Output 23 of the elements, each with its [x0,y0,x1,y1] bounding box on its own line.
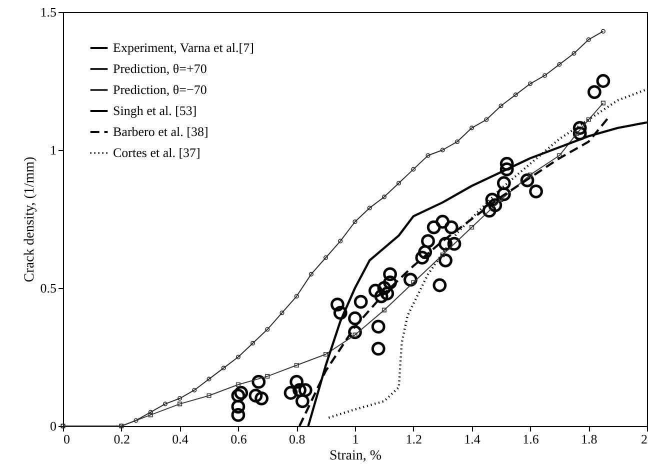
y-axis-title: Crack density, (1/mm) [22,156,38,282]
x-tick-label: 1.8 [580,432,598,446]
y-tick-label: 1 [50,142,56,158]
x-tick-label: 1.6 [522,432,540,446]
x-tick-label: 2 [641,432,648,446]
legend-label: Singh et al. [53] [113,103,197,118]
x-tick-label: 0 [64,432,70,446]
legend-label: Prediction, θ=+70 [113,61,207,76]
y-tick-label: 0.5 [40,280,56,296]
x-tick-label: 1 [352,432,359,446]
legend-label: Cortes et al. [37] [113,145,200,160]
x-tick-label: 0.8 [288,432,306,446]
x-axis-title: Strain, % [329,448,382,464]
x-tick-label: 0.6 [230,432,248,446]
x-tick-label: 1.4 [464,432,481,446]
x-tick-label: 0.4 [172,432,189,446]
x-tick-label: 1.2 [406,432,422,446]
x-tick-label: 0.2 [114,432,130,446]
y-tick-label: 0 [50,418,56,434]
legend-label: Experiment, Varna et al.[7] [113,40,254,55]
legend-label: Barbero et al. [38] [113,124,208,139]
legend-label: Prediction, θ=−70 [113,82,207,97]
y-tick-label: 1.5 [40,4,56,20]
